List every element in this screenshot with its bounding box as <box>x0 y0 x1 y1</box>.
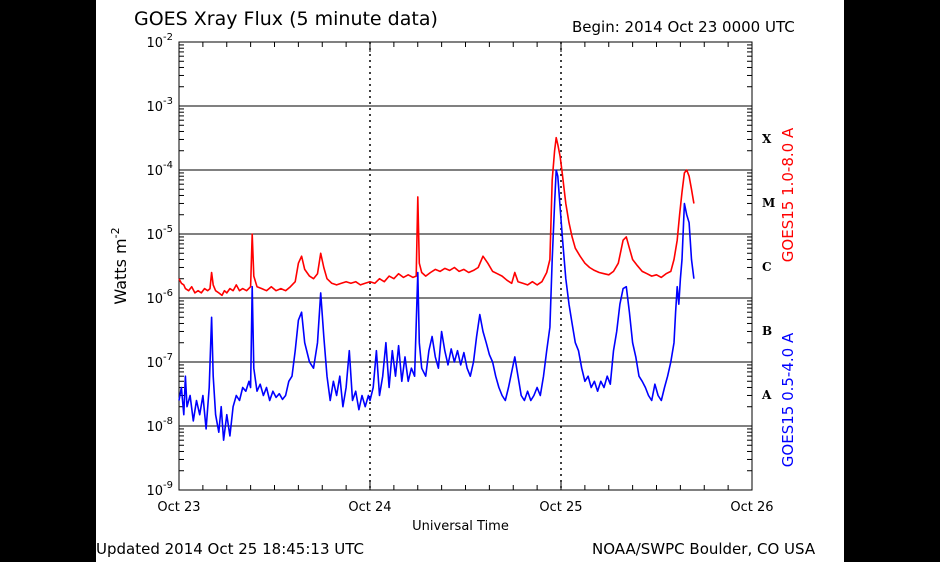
x-tick-label: Oct 24 <box>348 500 391 515</box>
y-tick-label: 10-4 <box>146 160 173 179</box>
series-line <box>178 136 695 297</box>
legend-label: GOES15 1.0-8.0 A <box>779 127 797 262</box>
flare-class-label: X <box>762 132 772 146</box>
begin-time: Begin: 2014 Oct 23 0000 UTC <box>572 18 795 36</box>
y-tick-label: 10-5 <box>146 224 173 243</box>
legend-label: GOES15 0.5-4.0 A <box>779 332 797 467</box>
credit-text: NOAA/SWPC Boulder, CO USA <box>592 540 816 558</box>
updated-time: Updated 2014 Oct 25 18:45:13 UTC <box>96 540 364 558</box>
x-axis-label: Universal Time <box>412 519 509 534</box>
y-axis-label: Watts m-2 <box>109 227 130 304</box>
x-tick-label: Oct 26 <box>730 500 773 515</box>
x-tick-label: Oct 25 <box>539 500 582 515</box>
y-tick-label: 10-3 <box>146 96 173 115</box>
series-line <box>178 169 695 441</box>
flare-class-label: B <box>762 324 772 338</box>
flare-class-label: A <box>761 388 772 402</box>
y-tick-label: 10-9 <box>146 480 173 499</box>
plot-panel <box>96 0 844 562</box>
y-tick-label: 10-6 <box>146 288 173 307</box>
plot-frame <box>178 41 753 491</box>
flare-class-label: M <box>762 196 775 210</box>
y-tick-label: 10-2 <box>146 32 173 51</box>
chart-title: GOES Xray Flux (5 minute data) <box>134 8 438 30</box>
y-tick-label: 10-8 <box>146 416 173 435</box>
y-tick-label: 10-7 <box>146 352 173 371</box>
x-tick-label: Oct 23 <box>157 500 200 515</box>
flare-class-label: C <box>762 260 772 274</box>
